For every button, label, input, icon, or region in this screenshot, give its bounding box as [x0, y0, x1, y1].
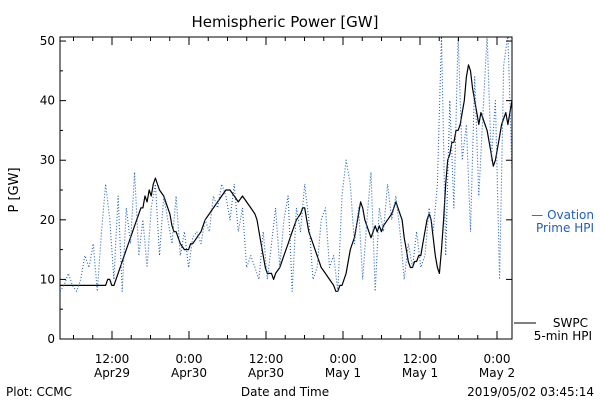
- y-tick-label: 10: [40, 272, 55, 286]
- legend-swpc-line2: 5-min HPI: [534, 329, 592, 343]
- legend-ovation-line1: — Ovation: [531, 208, 594, 222]
- chart-title: Hemispheric Power [GW]: [192, 13, 379, 31]
- x-tick-date: May 1: [402, 366, 438, 380]
- y-tick-label: 30: [40, 153, 55, 167]
- legend-ovation-line2: Prime HPI: [536, 221, 594, 235]
- x-tick-time: 12:00: [249, 352, 284, 366]
- x-tick-date: Apr30: [248, 366, 284, 380]
- x-tick-time: 12:00: [95, 352, 130, 366]
- plot-frame: [59, 36, 513, 340]
- x-tick-date: May 1: [325, 366, 361, 380]
- series-layer: [60, 37, 512, 292]
- y-tick-label: 20: [40, 213, 55, 227]
- x-tick-time: 0:00: [176, 352, 203, 366]
- x-tick-date: Apr29: [94, 366, 130, 380]
- y-axis: 0 10 20 30 40 50: [40, 34, 512, 346]
- timestamp: 2019/05/02 03:45:14: [467, 385, 594, 399]
- x-tick-time: 0:00: [484, 352, 511, 366]
- x-tick-date: May 2: [479, 366, 515, 380]
- x-tick-time: 12:00: [403, 352, 438, 366]
- x-tick-time: 0:00: [330, 352, 357, 366]
- y-tick-label: 40: [40, 94, 55, 108]
- x-axis-label: Date and Time: [241, 385, 329, 399]
- series-line-ovation: [60, 37, 512, 292]
- y-tick-label: 50: [40, 34, 55, 48]
- series-line-swpc: [60, 64, 512, 292]
- y-axis-label: P [GW]: [7, 167, 22, 212]
- legend-swpc-line1: SWPC: [553, 316, 588, 330]
- y-tick-label: 0: [47, 332, 55, 346]
- plot-credit: Plot: CCMC: [6, 385, 72, 399]
- x-tick-date: Apr30: [171, 366, 207, 380]
